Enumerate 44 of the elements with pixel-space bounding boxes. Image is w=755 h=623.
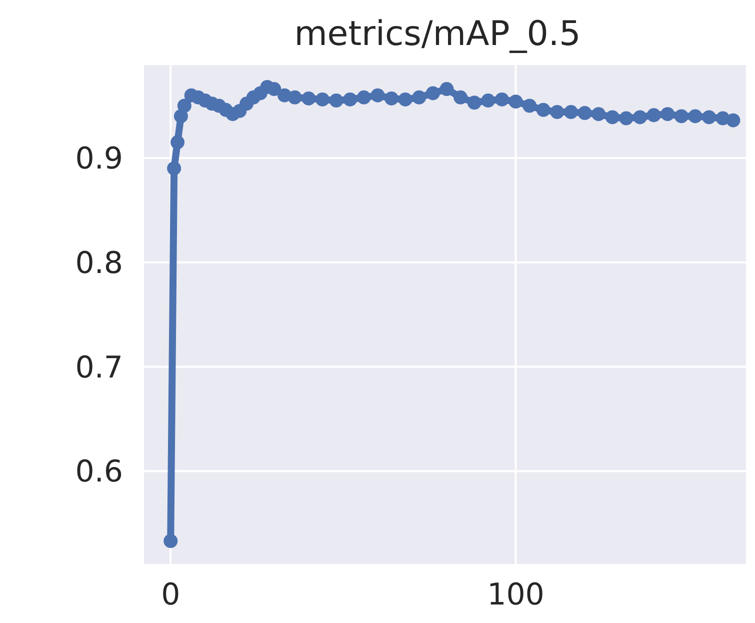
y-tick-label: 0.7 — [75, 350, 123, 386]
point — [592, 107, 606, 122]
x-tick-label: 100 — [487, 577, 544, 612]
point — [605, 110, 620, 124]
y-tick-label: 0.9 — [75, 142, 123, 177]
point — [398, 92, 412, 106]
point — [329, 94, 344, 108]
point — [170, 135, 185, 150]
point — [688, 109, 702, 124]
point — [564, 105, 578, 120]
point — [370, 88, 385, 102]
chart-title: metrics/mAP_0.5 — [293, 13, 582, 56]
point — [702, 110, 716, 124]
point — [426, 86, 440, 100]
point — [177, 98, 192, 113]
y-tick-label: 0.6 — [75, 454, 123, 490]
point — [467, 96, 482, 110]
point — [412, 90, 426, 104]
point — [315, 92, 330, 106]
point — [646, 108, 661, 122]
point — [164, 534, 178, 548]
point — [578, 106, 592, 120]
point — [302, 91, 316, 106]
point — [343, 92, 358, 106]
point — [494, 92, 509, 106]
point — [726, 113, 740, 128]
y-tick-label: 0.8 — [75, 246, 123, 281]
point — [167, 161, 182, 176]
point — [536, 102, 550, 117]
point — [522, 98, 537, 113]
point — [633, 110, 648, 124]
point — [384, 91, 399, 106]
point — [454, 90, 468, 104]
point — [674, 109, 688, 124]
point — [481, 94, 496, 108]
point — [660, 107, 675, 122]
point — [267, 82, 282, 96]
point — [508, 94, 523, 109]
point — [440, 82, 454, 96]
point — [619, 111, 634, 126]
point — [288, 90, 302, 104]
point — [550, 105, 564, 120]
point — [356, 90, 371, 104]
x-tick-label: 0 — [161, 577, 180, 612]
